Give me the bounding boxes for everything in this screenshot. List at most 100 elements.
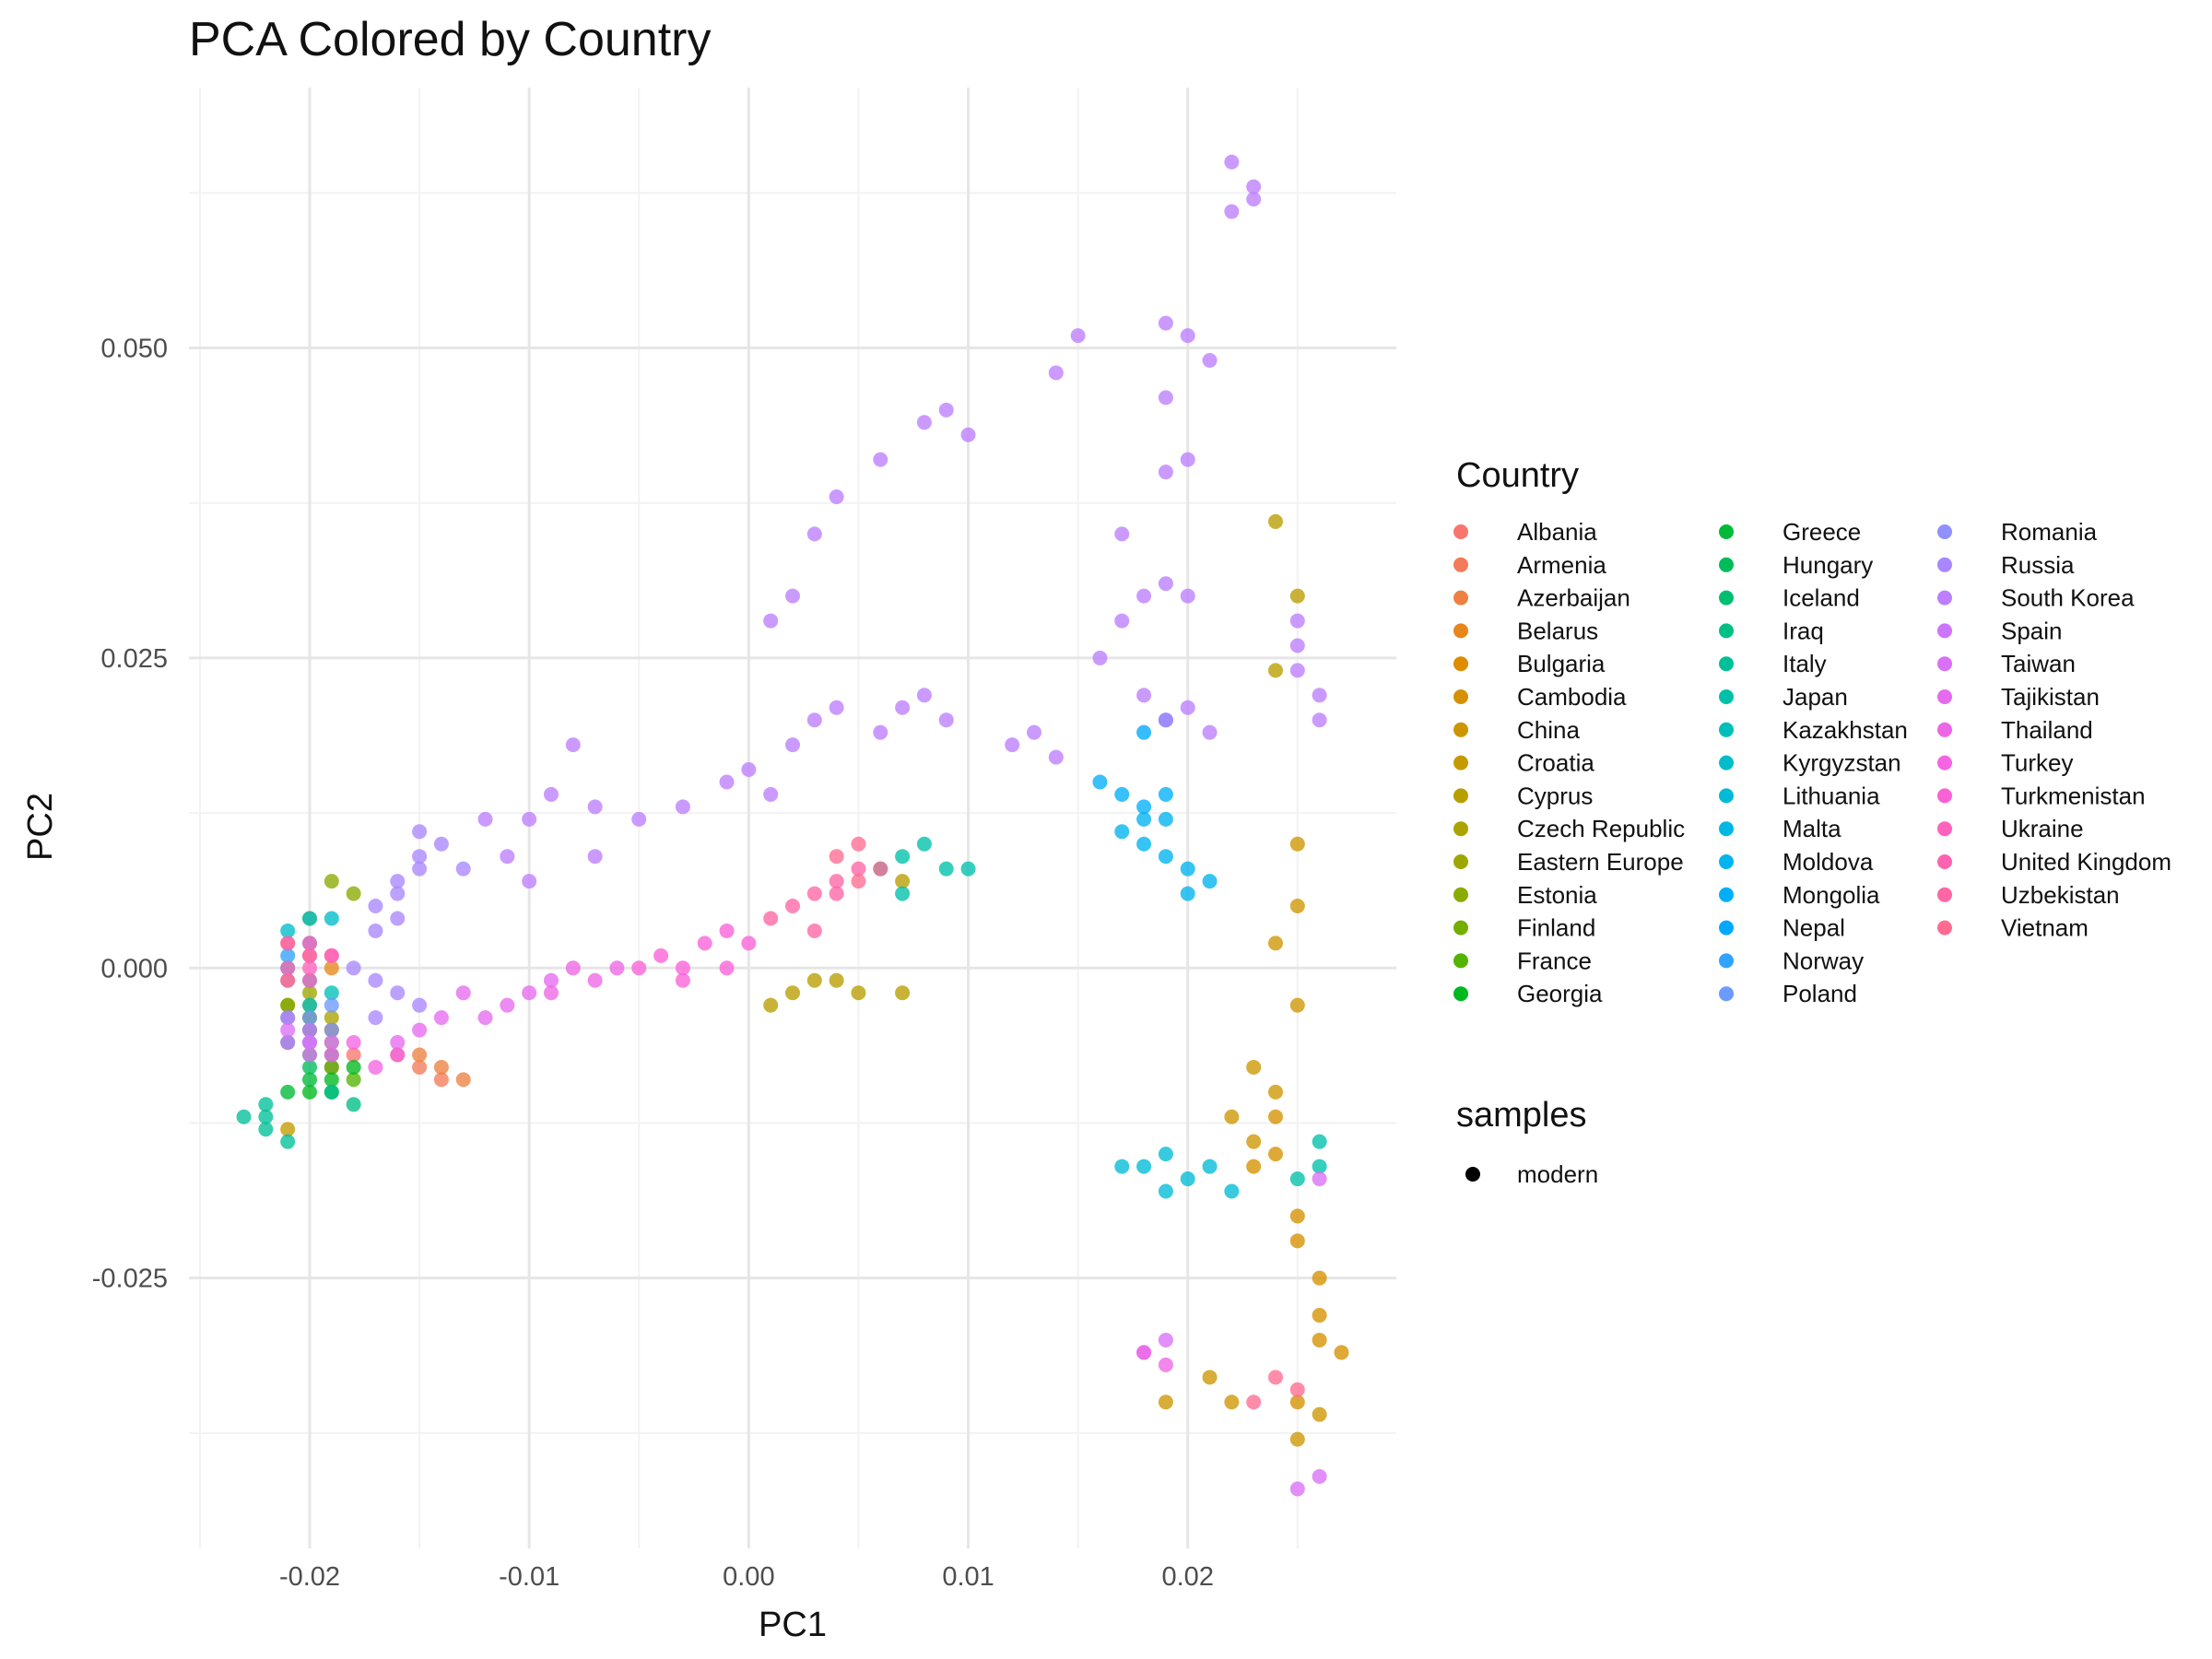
data-point <box>1268 935 1283 951</box>
data-point <box>1136 799 1152 815</box>
data-point <box>719 960 735 976</box>
data-point <box>324 997 339 1013</box>
data-point <box>302 997 317 1013</box>
data-point <box>346 1035 361 1051</box>
data-point <box>653 947 669 963</box>
legend-key <box>1453 953 1468 969</box>
data-point <box>763 613 779 629</box>
data-point <box>390 1035 406 1051</box>
legend-key <box>1453 524 1468 539</box>
data-point <box>258 1097 274 1112</box>
data-point <box>895 985 911 1001</box>
legend-key <box>1719 854 1734 869</box>
legend-label: Uzbekistan <box>2001 881 2120 909</box>
data-point <box>1202 1159 1218 1174</box>
data-point <box>302 1010 317 1026</box>
data-point <box>609 960 625 976</box>
data-point <box>806 526 822 542</box>
data-point <box>1158 465 1173 480</box>
data-point <box>368 1059 383 1075</box>
series-group <box>829 836 1305 1410</box>
legend-key <box>1453 920 1468 935</box>
series-group <box>324 1035 406 1075</box>
legend-label: Kazakhstan <box>1783 716 1908 744</box>
data-point <box>324 1059 339 1075</box>
data-point <box>1289 899 1305 914</box>
data-point <box>1268 663 1283 678</box>
series-group <box>280 1010 339 1063</box>
data-point <box>390 985 406 1001</box>
legend-key <box>1719 821 1734 837</box>
data-point <box>280 1134 296 1149</box>
x-tick-label: 0.01 <box>942 1562 994 1592</box>
legend-label: Russia <box>2001 551 2075 579</box>
data-point <box>302 972 317 988</box>
legend-key <box>1453 722 1468 737</box>
data-point <box>412 997 428 1013</box>
data-point <box>1158 1183 1173 1199</box>
data-point <box>346 1072 361 1088</box>
data-point <box>851 836 866 852</box>
data-point <box>544 972 559 988</box>
legend-label: Bulgaria <box>1517 650 1606 677</box>
legend-key <box>1937 623 1952 639</box>
data-point <box>302 935 317 951</box>
data-point <box>346 1059 361 1075</box>
data-point <box>1224 154 1240 170</box>
data-point <box>390 874 406 889</box>
data-point <box>324 911 339 926</box>
legend-label: Eastern Europe <box>1517 848 1684 876</box>
data-point <box>1268 1084 1283 1100</box>
legend-key <box>1937 524 1952 539</box>
data-point <box>1289 613 1305 629</box>
legend-key <box>1719 524 1734 539</box>
data-point <box>1158 712 1173 728</box>
series-group <box>477 154 1327 889</box>
legend-key <box>1719 656 1734 672</box>
data-point <box>433 1059 449 1075</box>
data-point <box>302 1047 317 1063</box>
data-point <box>873 724 888 740</box>
data-point <box>280 1022 296 1038</box>
data-point <box>280 947 296 963</box>
data-point <box>433 1072 449 1088</box>
data-point <box>938 861 954 877</box>
data-point <box>1136 1345 1152 1360</box>
data-point <box>324 1084 339 1100</box>
legend-label: Ukraine <box>2001 815 2084 842</box>
data-point <box>500 849 515 865</box>
data-point <box>1289 836 1305 852</box>
legend-key <box>1937 821 1952 837</box>
legend-label: Czech Republic <box>1517 815 1685 842</box>
data-point <box>785 899 800 914</box>
data-point <box>1312 1308 1327 1324</box>
data-point <box>1158 315 1173 331</box>
data-point <box>1312 1270 1327 1286</box>
legend-key <box>1453 557 1468 572</box>
data-point <box>544 786 559 802</box>
data-point <box>455 1072 471 1088</box>
data-point <box>1158 786 1173 802</box>
data-point <box>916 836 932 852</box>
data-point <box>873 452 888 467</box>
data-point <box>412 824 428 840</box>
plot-points <box>236 154 1349 1497</box>
legend-label: China <box>1517 716 1580 744</box>
data-point <box>1180 700 1195 715</box>
series-group <box>302 997 339 1026</box>
data-point <box>1268 1370 1283 1385</box>
legend-key <box>1453 623 1468 639</box>
series-group <box>390 972 559 1051</box>
legend-label: Armenia <box>1517 551 1606 579</box>
data-point <box>324 1035 339 1051</box>
data-point <box>390 1047 406 1063</box>
data-point <box>938 712 954 728</box>
data-point <box>368 899 383 914</box>
data-point <box>280 972 296 988</box>
data-point <box>631 960 647 976</box>
data-point <box>938 402 954 418</box>
data-point <box>1224 1109 1240 1124</box>
legend-label: Iceland <box>1783 584 1860 612</box>
data-point <box>1180 861 1195 877</box>
data-point <box>1158 390 1173 406</box>
